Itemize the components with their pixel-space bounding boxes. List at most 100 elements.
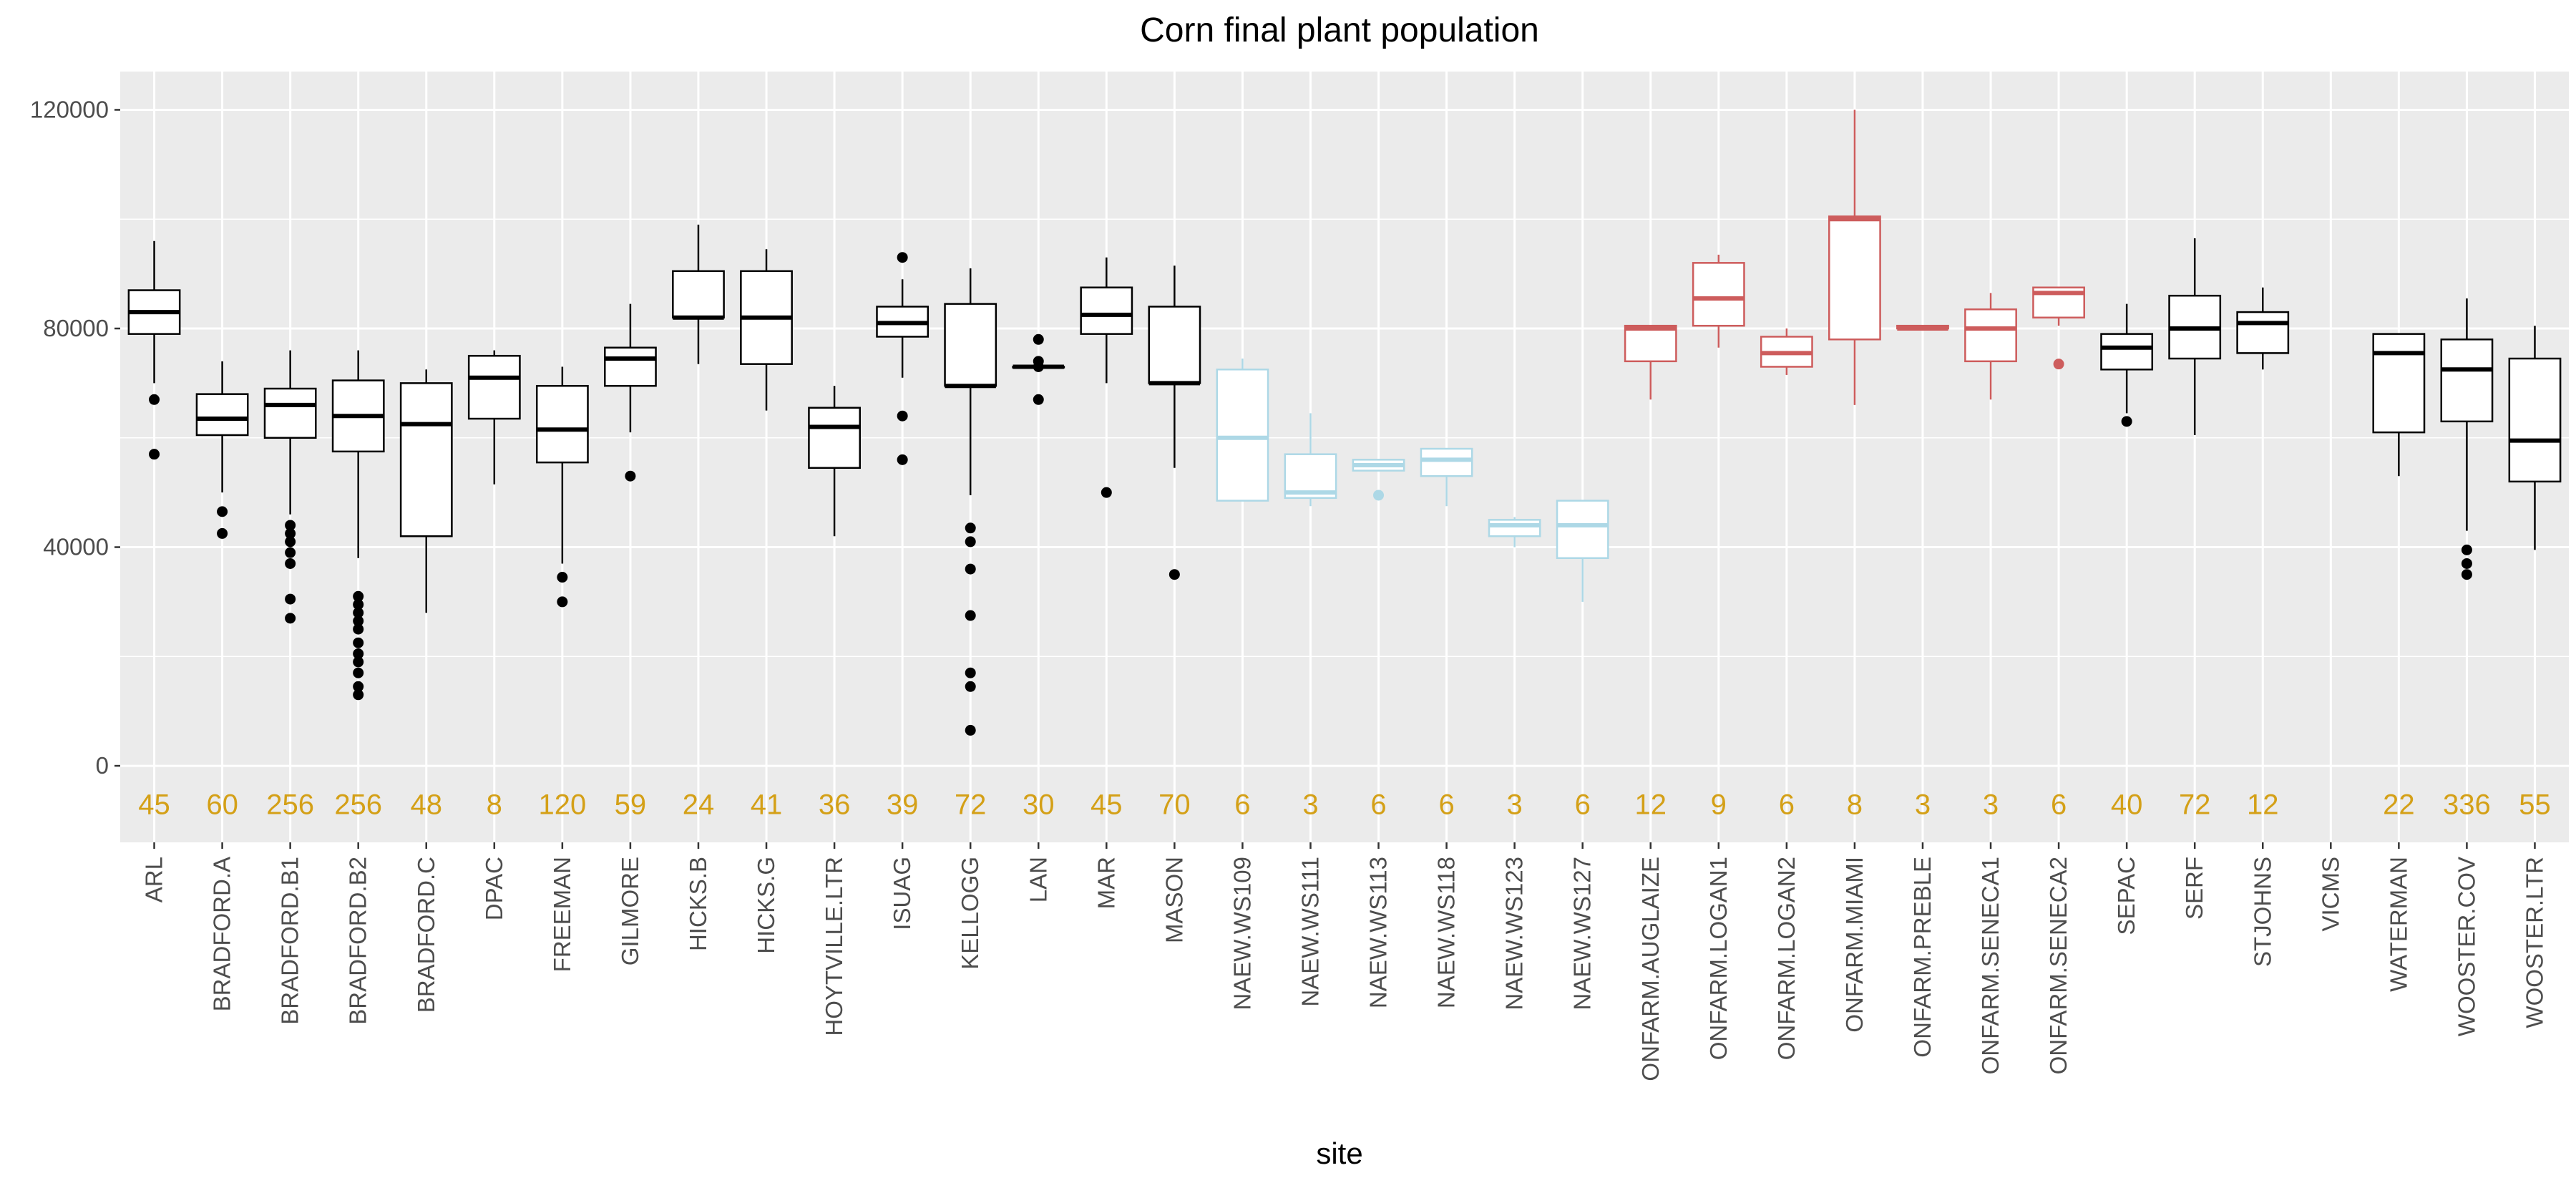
y-tick-label: 80000 — [43, 315, 109, 341]
box-iqr — [2372, 333, 2426, 434]
y-tick-label: 40000 — [43, 534, 109, 560]
count-label: 30 — [1023, 789, 1055, 821]
x-tick-label: ONFARM.SENECA1 — [1977, 857, 2004, 1074]
outlier-point — [285, 593, 296, 605]
outlier-point — [2461, 558, 2472, 569]
x-axis-title: site — [1316, 1136, 1362, 1170]
outlier-point — [965, 667, 976, 678]
x-tick-label: GILMORE — [617, 857, 643, 965]
count-label: 12 — [2247, 789, 2279, 821]
x-tick-label: LAN — [1025, 857, 1051, 902]
x-tick-label: FREEMAN — [549, 857, 575, 972]
outlier-point — [965, 724, 976, 736]
box-hicks-g: 41 — [740, 249, 793, 821]
count-label: 6 — [1370, 789, 1386, 821]
x-tick-label: SEPAC — [2113, 857, 2140, 935]
x-tick-label: NAEW.WS113 — [1365, 857, 1392, 1008]
box-iqr — [1556, 500, 1609, 560]
count-label: 3 — [1983, 789, 1999, 821]
x-tick-label: ONFARM.LOGAN2 — [1773, 857, 1800, 1060]
box-iqr — [2440, 339, 2494, 423]
count-label: 336 — [2443, 789, 2491, 821]
x-tick-label: WATERMAN — [2385, 857, 2411, 992]
box-dpac: 8 — [467, 350, 521, 821]
count-label: 48 — [411, 789, 443, 821]
outlier-point — [217, 527, 228, 539]
x-tick-label: ONFARM.MIAMI — [1841, 857, 1868, 1033]
box-iqr — [604, 346, 657, 387]
box-lan: 30 — [1012, 334, 1065, 821]
x-tick-label: ISUAG — [889, 857, 915, 930]
outlier-point — [2053, 359, 2064, 370]
box-iqr — [263, 387, 317, 439]
count-label: 6 — [1234, 789, 1250, 821]
count-label: 55 — [2519, 789, 2551, 821]
box-bradford-c: 48 — [399, 369, 453, 821]
box-iqr — [195, 393, 249, 437]
x-tick-label: NAEW.WS127 — [1569, 857, 1596, 1011]
box-mar: 45 — [1080, 257, 1133, 821]
outlier-point — [285, 527, 296, 539]
outlier-point — [217, 506, 228, 517]
x-tick-label: ONFARM.PREBLE — [1909, 857, 1936, 1058]
box-naew-ws111: 3 — [1284, 413, 1337, 821]
count-label: 6 — [2051, 789, 2067, 821]
box-arl: 45 — [127, 240, 181, 821]
count-label: 24 — [683, 789, 715, 821]
outlier-point — [1169, 569, 1180, 580]
box-iqr — [1148, 306, 1201, 384]
count-label: 40 — [2111, 789, 2143, 821]
x-tick-label: MASON — [1161, 857, 1187, 943]
box-onfarm-preble: 3 — [1896, 324, 1949, 821]
outlier-point — [353, 667, 364, 678]
box-wooster-ltr: 55 — [2508, 326, 2562, 821]
plot-panel — [120, 72, 2569, 842]
count-label: 8 — [1847, 789, 1863, 821]
outlier-point — [285, 520, 296, 531]
count-label: 6 — [1575, 789, 1591, 821]
count-label: 12 — [1635, 789, 1667, 821]
box-stjohns: 12 — [2236, 287, 2290, 821]
x-tick-label: WOOSTER.COV — [2453, 857, 2479, 1036]
box-bradford-b2: 256 — [331, 350, 385, 821]
outlier-point — [1033, 394, 1044, 405]
count-label: 72 — [955, 789, 987, 821]
outlier-point — [897, 252, 908, 263]
box-onfarm-miami: 8 — [1828, 109, 1881, 821]
box-iqr — [1216, 369, 1269, 502]
box-onfarm-logan1: 9 — [1692, 254, 1745, 821]
x-tick-label: NAEW.WS111 — [1297, 857, 1323, 1007]
box-bradford-a: 60 — [195, 361, 249, 821]
box-naew-ws127: 6 — [1556, 500, 1609, 821]
box-freeman: 120 — [535, 366, 589, 821]
outlier-point — [1373, 490, 1385, 501]
box-iqr — [2100, 333, 2154, 371]
box-iqr — [944, 303, 997, 387]
box-iqr — [2236, 311, 2290, 354]
box-iqr — [2508, 357, 2562, 483]
outlier-point — [353, 681, 364, 692]
outlier-point — [2461, 544, 2472, 555]
x-tick-label: BRADFORD.C — [413, 857, 439, 1013]
outlier-point — [897, 410, 908, 422]
count-label: 36 — [819, 789, 851, 821]
x-tick-label: ONFARM.AUGLAIZE — [1637, 857, 1664, 1081]
box-onfarm-seneca1: 3 — [1964, 293, 2017, 821]
outlier-point — [1033, 334, 1044, 345]
x-tick-label: WOOSTER.LTR — [2521, 857, 2547, 1028]
count-label: 45 — [1091, 789, 1123, 821]
box-naew-ws113: 6 — [1352, 459, 1405, 821]
outlier-point — [1101, 487, 1112, 498]
y-tick-label: 120000 — [30, 96, 109, 122]
outlier-point — [285, 536, 296, 547]
box-isuag: 39 — [876, 252, 930, 821]
outlier-point — [625, 470, 636, 482]
x-tick-label: NAEW.WS118 — [1433, 857, 1460, 1008]
box-gilmore: 59 — [604, 303, 657, 821]
box-onfarm-logan2: 6 — [1760, 328, 1813, 821]
box-hicks-b: 24 — [672, 224, 725, 821]
y-tick-label: 0 — [96, 752, 109, 779]
count-label: 60 — [206, 789, 238, 821]
x-tick-label: ONFARM.SENECA2 — [2045, 857, 2072, 1074]
x-tick-label: HICKS.G — [753, 857, 779, 954]
